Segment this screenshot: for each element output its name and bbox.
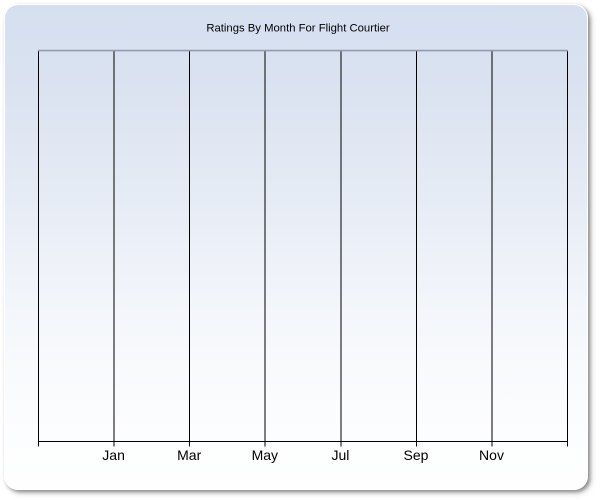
svg-text:May: May [252, 447, 278, 463]
svg-text:Jan: Jan [102, 447, 125, 463]
svg-text:Ratings By Month For Flight Co: Ratings By Month For Flight Courtier [206, 23, 390, 35]
svg-text:Jul: Jul [331, 447, 349, 463]
svg-text:Sep: Sep [404, 447, 429, 463]
svg-text:Mar: Mar [177, 447, 201, 463]
svg-text:Nov: Nov [479, 447, 504, 463]
